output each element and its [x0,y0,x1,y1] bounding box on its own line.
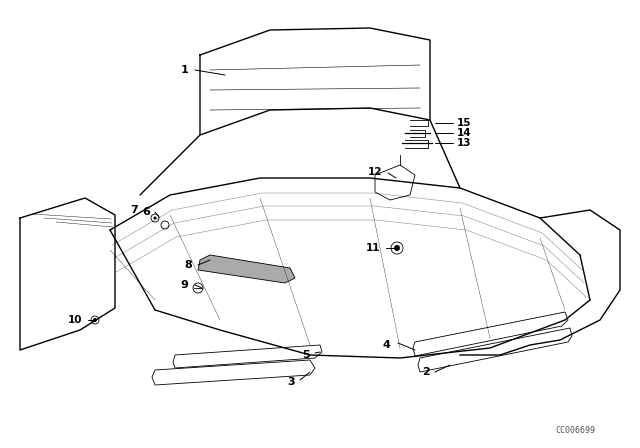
Text: 3: 3 [287,377,295,387]
Text: 15: 15 [457,118,472,128]
Text: 7: 7 [131,205,138,215]
Text: 1: 1 [181,65,189,75]
Text: 14: 14 [457,128,472,138]
Polygon shape [418,328,572,372]
Text: 2: 2 [422,367,430,377]
Polygon shape [198,255,295,283]
Polygon shape [173,345,322,368]
Polygon shape [413,312,568,356]
Text: CC006699: CC006699 [555,426,595,435]
Text: 9: 9 [180,280,188,290]
Text: 12: 12 [367,167,382,177]
Circle shape [394,245,400,251]
Text: 11: 11 [365,243,380,253]
Text: 10: 10 [67,315,82,325]
Text: 13: 13 [457,138,472,148]
Text: 5: 5 [302,350,310,360]
Polygon shape [375,165,415,200]
Text: 8: 8 [184,260,192,270]
Circle shape [154,216,157,220]
Circle shape [93,318,97,322]
Text: 4: 4 [382,340,390,350]
Text: 6: 6 [142,207,150,217]
Polygon shape [152,360,315,385]
